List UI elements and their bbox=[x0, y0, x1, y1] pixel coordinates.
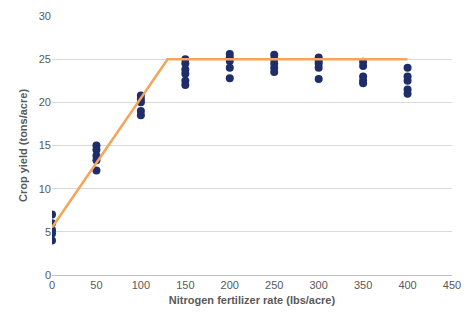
svg-text:200: 200 bbox=[221, 279, 239, 291]
svg-text:25: 25 bbox=[39, 53, 51, 65]
svg-text:250: 250 bbox=[265, 279, 283, 291]
svg-text:100: 100 bbox=[132, 279, 150, 291]
svg-text:300: 300 bbox=[309, 279, 327, 291]
svg-text:450: 450 bbox=[443, 279, 461, 291]
svg-text:Nitrogen fertilizer rate (lbs/: Nitrogen fertilizer rate (lbs/acre) bbox=[169, 294, 336, 306]
svg-text:50: 50 bbox=[90, 279, 102, 291]
svg-text:10: 10 bbox=[39, 183, 51, 195]
svg-text:Crop yield (tons/acre): Crop yield (tons/acre) bbox=[17, 89, 29, 202]
svg-text:150: 150 bbox=[176, 279, 194, 291]
svg-text:400: 400 bbox=[398, 279, 416, 291]
svg-text:0: 0 bbox=[45, 269, 51, 281]
svg-text:30: 30 bbox=[39, 10, 51, 22]
svg-text:5: 5 bbox=[45, 226, 51, 238]
svg-text:20: 20 bbox=[39, 96, 51, 108]
svg-text:15: 15 bbox=[39, 139, 51, 151]
svg-text:0: 0 bbox=[49, 279, 55, 291]
svg-text:350: 350 bbox=[354, 279, 372, 291]
